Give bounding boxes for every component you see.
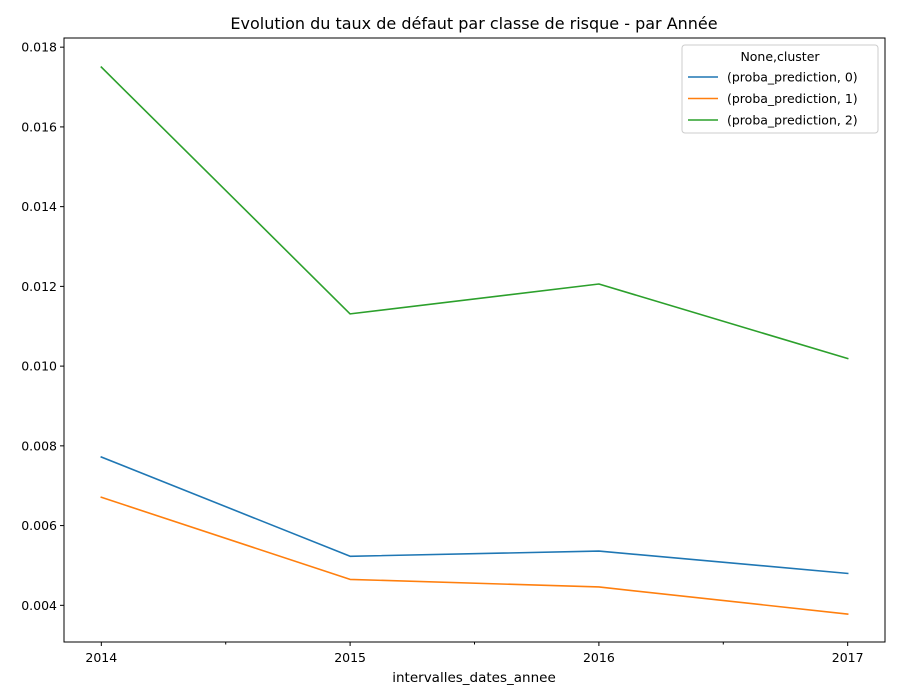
series-line-0	[100, 455, 849, 575]
y-axis: 0.004 0.006 0.008 0.010 0.012 0.014 0.016 0.018	[21, 40, 64, 613]
series-layer	[100, 65, 849, 615]
legend-label-0: (proba_prediction, 0)	[727, 70, 858, 85]
y-tick-label: 0.018	[21, 40, 57, 55]
legend-title: None,cluster	[740, 49, 820, 64]
y-tick-label: 0.006	[21, 518, 57, 533]
y-tick-label: 0.014	[21, 199, 57, 214]
x-tick-label: 2016	[583, 650, 615, 665]
y-tick-label: 0.008	[21, 438, 57, 453]
legend-label-1: (proba_prediction, 1)	[727, 91, 858, 106]
x-tick-label: 2017	[832, 650, 864, 665]
x-tick-label: 2015	[334, 650, 366, 665]
y-tick-label: 0.016	[21, 119, 57, 134]
series-line-1	[100, 496, 849, 615]
y-tick-label: 0.012	[21, 279, 57, 294]
chart-title: Evolution du taux de défaut par classe d…	[230, 14, 717, 33]
x-tick-label: 2014	[85, 650, 117, 665]
series-line-2	[100, 65, 849, 360]
x-axis-title: intervalles_dates_annee	[392, 670, 556, 686]
legend-items: (proba_prediction, 0) (proba_prediction, …	[688, 70, 858, 128]
legend-label-2: (proba_prediction, 2)	[727, 113, 858, 128]
x-axis: 2014 2015 2016 2017	[85, 642, 864, 665]
y-tick-label: 0.004	[21, 598, 57, 613]
legend-box	[681, 44, 879, 134]
y-tick-label: 0.010	[21, 359, 57, 374]
legend: None,cluster (proba_prediction, 0)(proba…	[681, 44, 879, 134]
